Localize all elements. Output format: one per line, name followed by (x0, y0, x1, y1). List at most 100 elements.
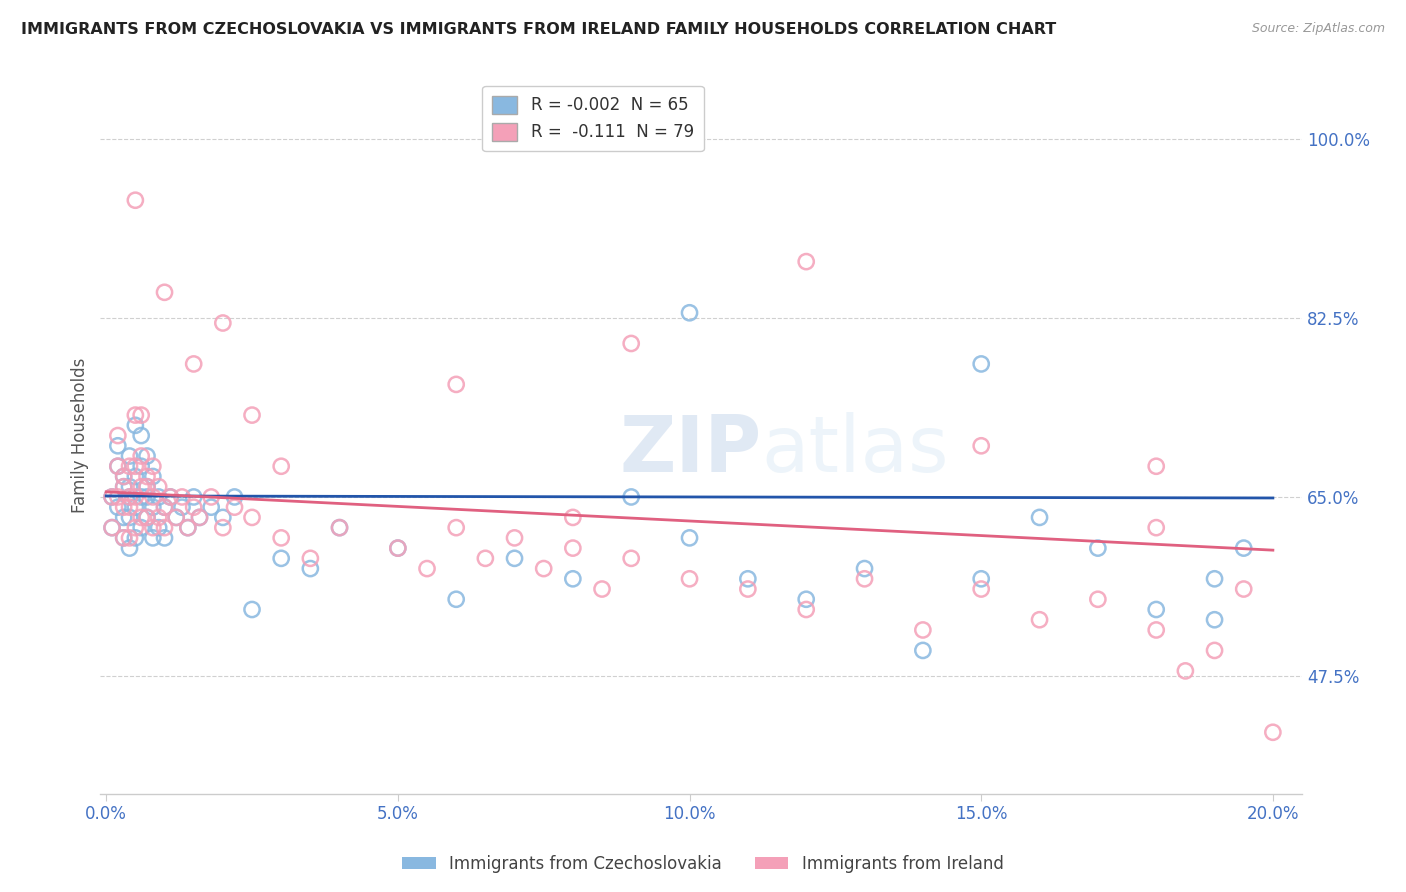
Point (444, 592, 467, 607)
Point (107, 459, 129, 474)
Point (118, 490, 141, 504)
Point (129, 428, 152, 442)
Point (124, 193, 146, 207)
Point (1174, 664, 1197, 678)
Point (170, 490, 193, 504)
Point (148, 490, 170, 504)
Point (620, 490, 643, 504)
Point (148, 521, 170, 535)
Point (142, 531, 165, 545)
Point (270, 551, 292, 566)
Y-axis label: Family Households: Family Households (72, 358, 89, 513)
Point (136, 480, 159, 494)
Point (101, 490, 124, 504)
Point (188, 510, 211, 524)
Text: IMMIGRANTS FROM CZECHOSLOVAKIA VS IMMIGRANTS FROM IRELAND FAMILY HOUSEHOLDS CORR: IMMIGRANTS FROM CZECHOSLOVAKIA VS IMMIGR… (21, 22, 1056, 37)
Point (165, 510, 187, 524)
Point (200, 500, 222, 515)
Point (136, 480, 159, 494)
Point (177, 521, 200, 535)
Point (124, 490, 146, 504)
Point (142, 459, 165, 474)
Point (136, 490, 159, 504)
Point (112, 510, 135, 524)
Point (153, 531, 176, 545)
Point (101, 521, 124, 535)
Point (170, 500, 193, 515)
Point (183, 490, 205, 504)
Point (129, 490, 152, 504)
Point (224, 500, 246, 515)
Point (853, 561, 876, 575)
Point (129, 408, 152, 422)
Point (118, 531, 141, 545)
Point (124, 459, 146, 474)
Point (118, 510, 141, 524)
Point (561, 541, 583, 555)
Point (1233, 541, 1256, 555)
Point (124, 500, 146, 515)
Point (911, 623, 934, 637)
Text: atlas: atlas (761, 412, 949, 488)
Point (387, 541, 409, 555)
Point (1261, 725, 1284, 739)
Point (200, 490, 222, 504)
Point (107, 500, 129, 515)
Point (159, 490, 181, 504)
Point (1144, 459, 1167, 474)
Point (124, 469, 146, 483)
Point (212, 316, 235, 330)
Text: Source: ZipAtlas.com: Source: ZipAtlas.com (1251, 22, 1385, 36)
Point (142, 490, 165, 504)
Point (678, 306, 700, 320)
Point (107, 428, 129, 442)
Point (118, 459, 141, 474)
Point (124, 418, 146, 433)
Point (970, 439, 993, 453)
Point (107, 459, 129, 474)
Point (1204, 613, 1226, 627)
Point (1144, 521, 1167, 535)
Point (112, 469, 135, 483)
Point (794, 592, 817, 607)
Point (153, 500, 176, 515)
Point (112, 469, 135, 483)
Point (118, 541, 141, 555)
Point (153, 500, 176, 515)
Point (794, 254, 817, 268)
Point (299, 551, 322, 566)
Point (112, 500, 135, 515)
Point (188, 510, 211, 524)
Point (240, 510, 263, 524)
Point (911, 643, 934, 657)
Point (240, 408, 263, 422)
Point (101, 490, 124, 504)
Point (444, 521, 467, 535)
Point (118, 449, 141, 463)
Point (183, 357, 205, 371)
Point (474, 551, 496, 566)
Point (561, 572, 583, 586)
Point (124, 408, 146, 422)
Point (444, 377, 467, 392)
Point (678, 531, 700, 545)
Point (177, 521, 200, 535)
Point (136, 510, 159, 524)
Point (270, 531, 292, 545)
Point (240, 602, 263, 616)
Point (183, 500, 205, 515)
Point (142, 521, 165, 535)
Point (101, 521, 124, 535)
Point (148, 510, 170, 524)
Point (148, 480, 170, 494)
Point (678, 572, 700, 586)
Point (620, 551, 643, 566)
Point (118, 490, 141, 504)
Point (136, 510, 159, 524)
Point (153, 521, 176, 535)
Point (970, 357, 993, 371)
Point (142, 469, 165, 483)
Point (136, 449, 159, 463)
Point (112, 480, 135, 494)
Point (1087, 592, 1109, 607)
